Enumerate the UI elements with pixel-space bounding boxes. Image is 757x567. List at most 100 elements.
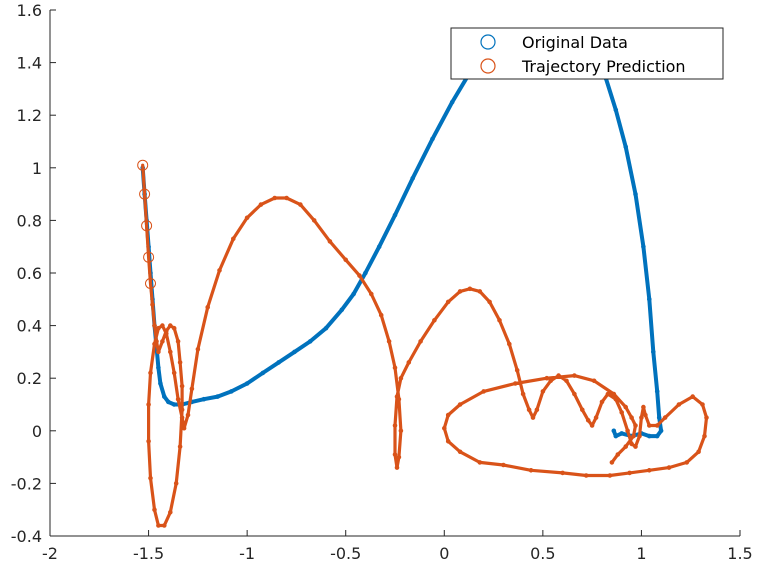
series-0-point <box>651 349 656 355</box>
plot-traces <box>137 36 709 528</box>
legend: Original Data Trajectory Prediction <box>450 27 724 80</box>
series-0-point <box>292 349 297 355</box>
series-0-point <box>323 325 329 331</box>
series-0-point <box>307 339 313 344</box>
series-1-point <box>580 407 585 413</box>
series-1-point <box>392 423 398 428</box>
y-tick-label: 0.6 <box>17 264 42 283</box>
series-1-point <box>700 402 705 407</box>
series-0-point <box>619 431 625 436</box>
series-1-point <box>139 188 151 200</box>
series-1-point <box>175 339 181 344</box>
series-0-point <box>162 394 167 399</box>
series-1-point <box>528 468 534 473</box>
series-1-point <box>572 373 577 378</box>
series-1-point <box>662 415 668 420</box>
series-1-point <box>406 360 412 365</box>
series-0-point <box>351 291 356 297</box>
axes <box>49 9 741 537</box>
series-1-point <box>394 465 400 470</box>
series-1-point <box>164 331 169 336</box>
series-1-point <box>641 404 646 410</box>
series-0-point <box>229 389 234 394</box>
series-1-point <box>150 302 155 307</box>
series-1-point <box>593 415 599 420</box>
series-1-point <box>445 299 451 305</box>
series-1-point <box>185 412 191 418</box>
series-1-point <box>369 291 374 297</box>
series-0-point <box>633 191 638 197</box>
series-1-point <box>513 381 518 386</box>
series-1-point <box>272 195 278 201</box>
series-1-point <box>629 441 634 447</box>
series-1-point <box>445 439 451 444</box>
series-1-point <box>639 415 644 420</box>
series-1-point <box>445 412 451 418</box>
series-1-point <box>284 195 289 201</box>
legend-label-original: Original Data <box>522 33 628 52</box>
series-1-point <box>684 460 690 465</box>
x-tick-label: 0.5 <box>530 544 555 563</box>
y-tick-label: 0 <box>32 422 42 441</box>
series-1-point <box>583 473 589 478</box>
series-1-point <box>589 423 595 428</box>
series-1-point <box>217 268 222 273</box>
series-1-point <box>171 370 177 376</box>
series-1-point <box>613 396 619 402</box>
series-1-point <box>548 378 554 384</box>
series-1-point <box>702 433 707 439</box>
series-1-point <box>585 418 591 423</box>
series-1-point <box>152 507 157 513</box>
series-0-point <box>276 360 282 365</box>
series-1-point <box>540 389 546 394</box>
series-1-point <box>179 415 185 420</box>
series-1-point <box>501 462 506 468</box>
series-0-point <box>158 381 163 386</box>
series-1-point <box>654 423 660 428</box>
series-1-point <box>627 470 632 476</box>
series-1-point <box>643 412 648 418</box>
series-1-point <box>327 239 333 244</box>
series-1-point <box>457 402 463 407</box>
y-tick-label: 1.6 <box>17 1 42 20</box>
series-1-point <box>141 220 153 232</box>
series-0-point <box>641 244 646 249</box>
series-1-point <box>572 391 577 397</box>
series-1-point <box>146 439 151 444</box>
y-tick-label: -0.2 <box>11 474 42 493</box>
series-1-point <box>623 444 629 449</box>
series-1-point <box>631 433 636 439</box>
y-tick-label: 1.2 <box>17 106 42 125</box>
series-0-point <box>654 433 660 439</box>
series-1-point <box>298 202 303 207</box>
series-1-point <box>507 341 512 347</box>
series-1-point <box>647 468 652 473</box>
series-1-point <box>556 373 561 378</box>
series-1-point <box>599 399 605 405</box>
series-1-point <box>520 391 526 397</box>
series-1-point <box>629 415 634 420</box>
series-1-point <box>526 407 532 413</box>
series-1-point <box>146 402 151 407</box>
series-1-point <box>148 370 153 376</box>
x-tick-label: -2 <box>42 544 58 563</box>
series-1-point <box>152 323 157 328</box>
series-1-point <box>564 378 569 384</box>
series-1-point <box>704 415 709 420</box>
series-1-point <box>244 215 250 221</box>
series-1-point <box>477 460 483 465</box>
series-1-point <box>457 289 463 294</box>
series-1-point <box>195 347 201 352</box>
x-tick-label: 1.5 <box>727 544 752 563</box>
series-1-point <box>168 349 173 355</box>
series-1-point <box>544 375 550 381</box>
series-0-point <box>658 428 664 434</box>
series-1-point <box>637 433 642 439</box>
y-tick-label: 0.4 <box>17 317 42 336</box>
series-1-point <box>156 523 161 528</box>
series-0-point <box>647 433 652 439</box>
series-1-point <box>160 339 165 344</box>
series-1-point <box>605 391 611 397</box>
x-tick-label: -1 <box>239 544 255 563</box>
series-1-point <box>378 312 384 318</box>
